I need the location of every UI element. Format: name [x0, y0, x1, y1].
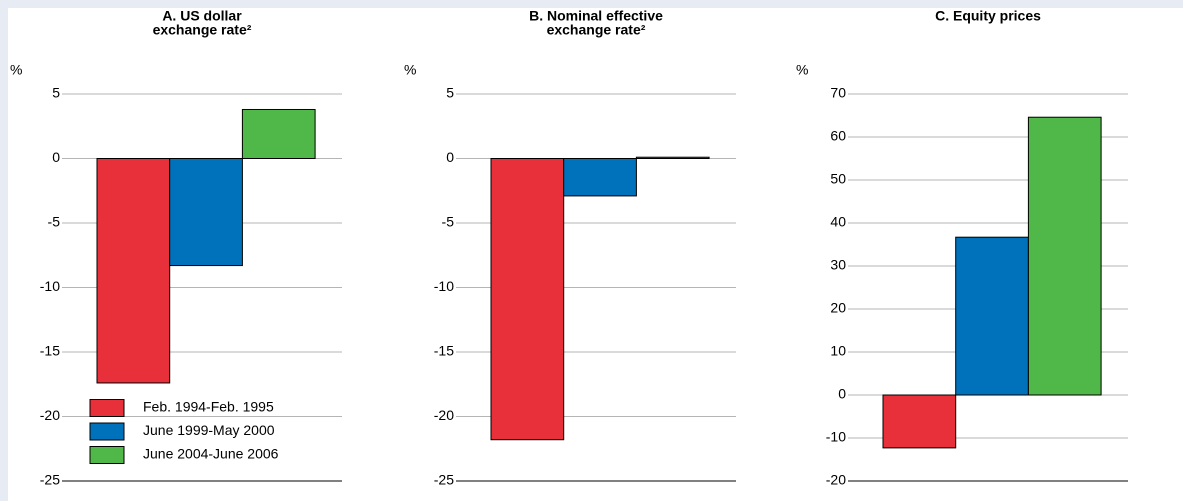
bar	[241, 108, 316, 160]
chart-title: A. US dollar	[162, 8, 242, 24]
y-tick-label: 60	[830, 128, 846, 144]
bar	[635, 156, 710, 160]
y-tick-label: -20	[826, 472, 846, 488]
y-tick-label: 50	[830, 171, 846, 187]
bar	[1027, 116, 1102, 396]
chart-title: B. Nominal effective	[529, 8, 663, 24]
y-tick-label: -10	[826, 429, 846, 445]
y-tick-label: -5	[442, 214, 455, 230]
chart-title: exchange rate²	[547, 22, 646, 38]
y-tick-label: -15	[40, 343, 60, 359]
y-tick-label: -20	[40, 407, 60, 423]
bar	[96, 158, 171, 384]
y-tick-label: 40	[830, 214, 846, 230]
bar	[563, 158, 637, 197]
y-tick-label: 5	[52, 85, 60, 101]
y-tick-label: -25	[40, 472, 60, 488]
y-tick-label: 0	[446, 149, 454, 165]
y-tick-label: -15	[434, 343, 454, 359]
legend-swatch	[89, 446, 125, 464]
bar	[490, 158, 565, 441]
chart-title: C. Equity prices	[935, 8, 1041, 24]
y-tick-label: -5	[48, 214, 61, 230]
legend-label: June 2004-June 2006	[143, 446, 279, 462]
y-tick-label: 0	[838, 386, 846, 402]
chart-title: exchange rate²	[153, 22, 252, 38]
legend-label: June 1999-May 2000	[143, 422, 275, 438]
y-tick-label: -10	[434, 278, 454, 294]
y-axis-label: %	[404, 62, 416, 78]
legend-swatch	[89, 422, 125, 441]
y-tick-label: 10	[830, 343, 846, 359]
y-tick-label: 30	[830, 257, 846, 273]
y-tick-label: -10	[40, 278, 60, 294]
bar	[955, 236, 1029, 396]
y-axis-label: %	[10, 62, 22, 78]
y-tick-label: 0	[52, 149, 60, 165]
y-tick-label: 5	[446, 85, 454, 101]
legend-label: Feb. 1994-Feb. 1995	[143, 399, 274, 415]
y-axis-label: %	[796, 62, 808, 78]
y-tick-label: 70	[830, 85, 846, 101]
legend-swatch	[89, 399, 125, 417]
y-tick-label: 20	[830, 300, 846, 316]
y-tick-label: -20	[434, 407, 454, 423]
y-tick-label: -25	[434, 472, 454, 488]
bar	[882, 394, 957, 449]
bar	[169, 158, 243, 267]
